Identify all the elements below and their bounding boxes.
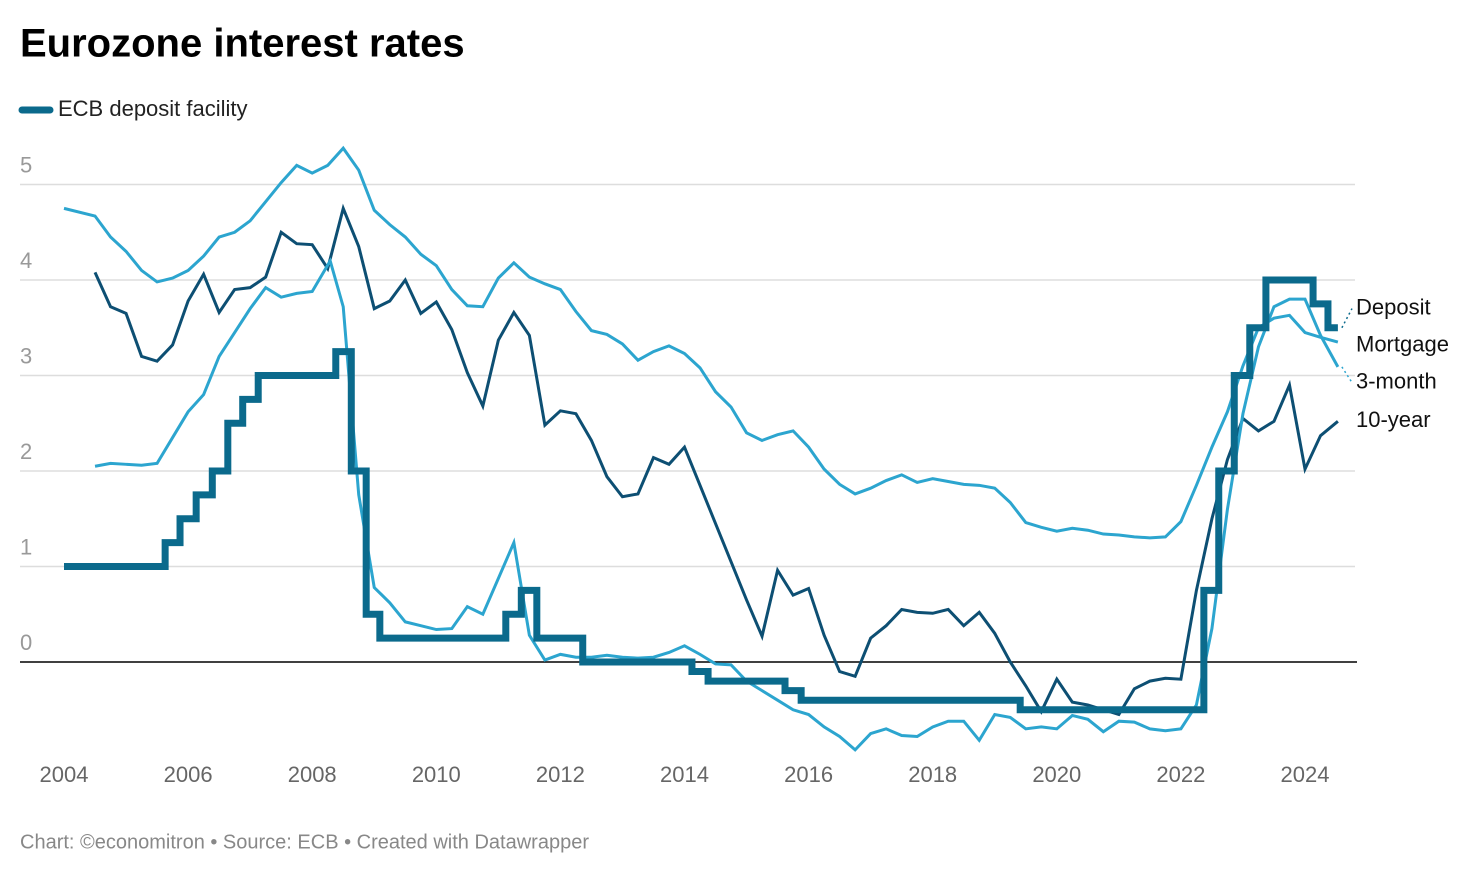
footer: Chart: ©economitron • Source: ECB • Crea… [20,831,589,853]
series-line [94,257,1340,752]
y-tick-label: 4 [20,248,32,273]
x-tick-label: 2010 [412,762,461,787]
x-tick-label: 2022 [1156,762,1205,787]
x-tick-label: 2014 [660,762,709,787]
x-tick-label: 2024 [1281,762,1330,787]
y-tick-label: 1 [20,534,32,559]
x-tick-label: 2004 [40,762,89,787]
x-tick-label: 2008 [288,762,337,787]
label-leader [1341,308,1353,329]
legend-label: ECB deposit facility [58,96,248,121]
series-label: Deposit [1356,294,1431,319]
series-line [63,145,1339,540]
series-line [64,276,1338,714]
y-tick-label: 5 [20,152,32,177]
y-tick-label: 0 [20,630,32,655]
y-tick-label: 2 [20,439,32,464]
y-tick-label: 3 [20,343,32,368]
chart-title: Eurozone interest rates [20,22,465,66]
x-tick-label: 2016 [784,762,833,787]
x-tick-label: 2020 [1032,762,1081,787]
x-tick-label: 2006 [164,762,213,787]
series-line [93,203,1339,717]
series-label: Mortgage [1356,331,1449,356]
x-tick-label: 2012 [536,762,585,787]
series-label: 3-month [1356,368,1437,393]
label-leader [1341,366,1353,383]
series-label: 10-year [1356,407,1431,432]
x-tick-label: 2018 [908,762,957,787]
